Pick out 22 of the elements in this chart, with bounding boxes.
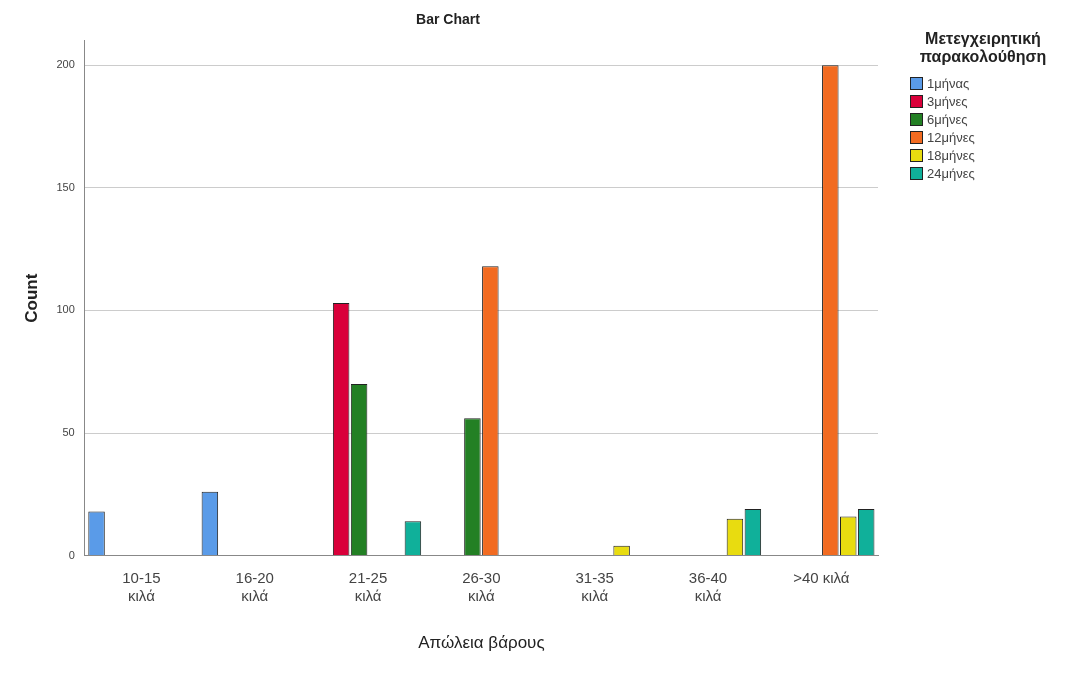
y-tick-label: 150	[56, 180, 75, 193]
legend-label: 6μήνες	[927, 111, 968, 127]
y-tick-label: 200	[56, 58, 75, 71]
y-axis-title: Count	[21, 273, 41, 323]
legend-label: 12μήνες	[927, 129, 975, 145]
y-tick-label: 100	[56, 303, 75, 316]
legend-label: 24μήνες	[927, 165, 975, 181]
x-tick-label: 10-15 κιλά	[122, 568, 161, 604]
legend-title: Μετεγχειρητική παρακολούθηση	[918, 30, 1048, 66]
x-tick-label: 16-20 κιλά	[235, 568, 274, 604]
legend-label: 1μήνας	[927, 75, 970, 91]
y-tick-label: 50	[62, 426, 75, 439]
y-tick-label: 0	[68, 548, 75, 561]
x-tick-label: 36-40 κιλά	[688, 568, 728, 604]
legend-label: 3μήνες	[927, 93, 968, 109]
x-axis-title: Απώλεια βάρους	[418, 633, 545, 653]
x-tick-label: >40 κιλά	[793, 568, 850, 586]
x-tick-label: 26-30 κιλά	[462, 568, 501, 604]
legend-label: 18μήνες	[927, 147, 975, 163]
x-tick-label: 21-25 κιλά	[348, 568, 388, 604]
x-tick-label: 31-35 κιλά	[575, 568, 614, 604]
chart-title: Bar Chart	[416, 11, 481, 28]
